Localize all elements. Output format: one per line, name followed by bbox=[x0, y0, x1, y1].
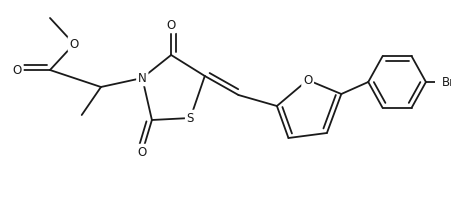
Text: Br: Br bbox=[441, 76, 451, 88]
Text: N: N bbox=[138, 72, 146, 84]
Text: O: O bbox=[69, 38, 78, 50]
Text: O: O bbox=[138, 146, 147, 158]
Text: O: O bbox=[13, 64, 22, 77]
Text: S: S bbox=[186, 111, 193, 124]
Text: O: O bbox=[166, 19, 175, 31]
Text: O: O bbox=[302, 73, 312, 87]
